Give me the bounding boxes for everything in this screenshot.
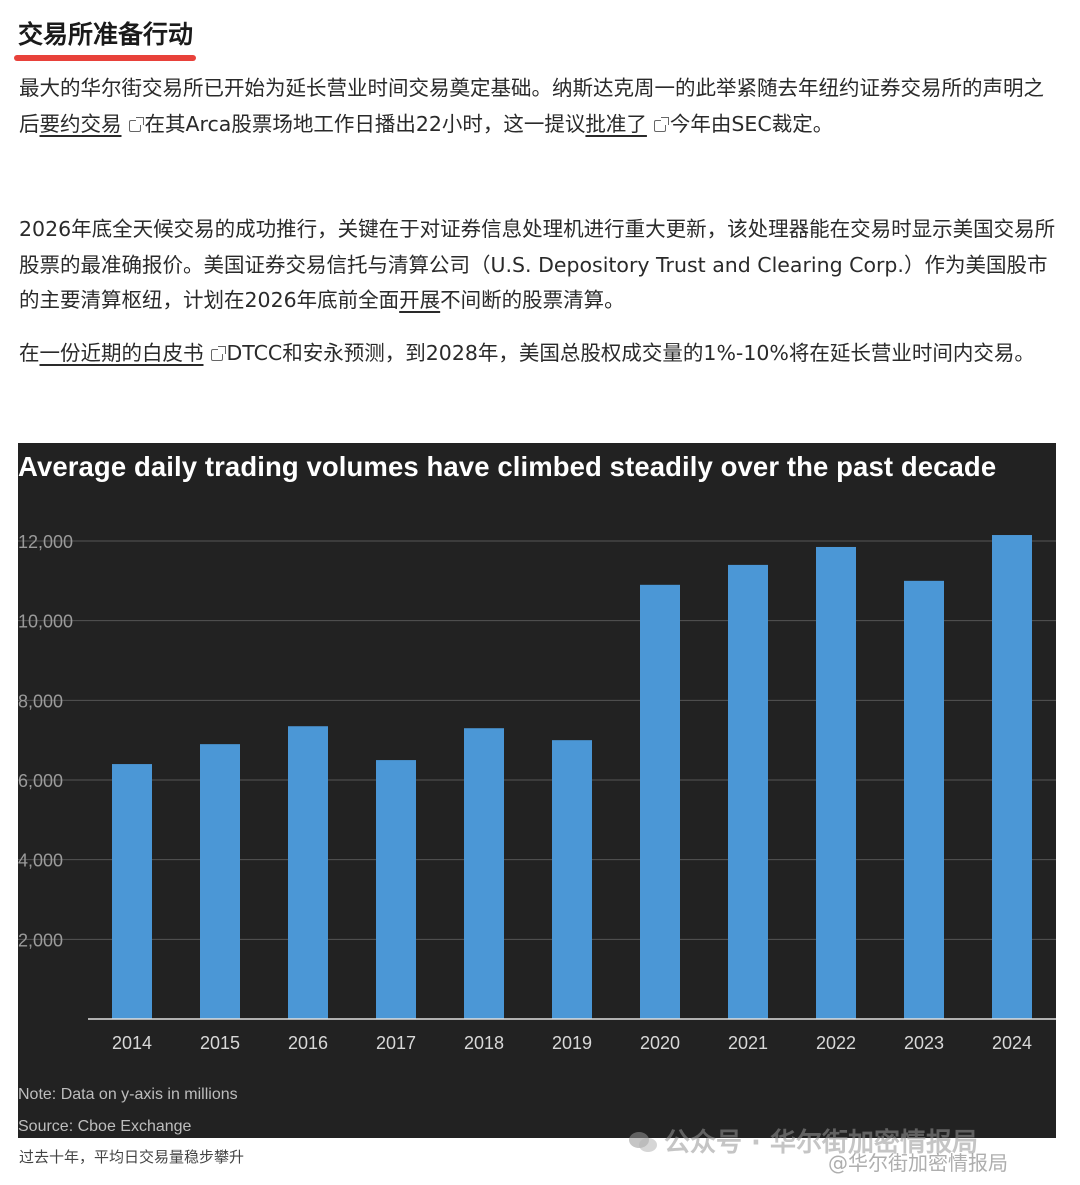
y-tick-label: 4,000	[18, 851, 63, 871]
p1-text-1: 最大的华尔街交易所已开始为延长营业时间交易奠定基础。纳斯达克周一的此举紧随去年纽…	[19, 76, 1044, 136]
p2-text-1: 2026年底全天候交易的成功推行，关键在于对证券信息处理机进行重大更新，该处理器…	[19, 217, 1056, 312]
heading-underline	[14, 55, 196, 61]
p2-text-2: 不间断的股票清算。	[440, 288, 625, 312]
paragraph-3: 在一份近期的白皮书 DTCC和安永预测，到2028年，美国总股权成交量的1%-10…	[19, 336, 1059, 372]
external-link-icon	[210, 346, 226, 361]
y-tick-label: 8,000	[18, 691, 63, 711]
x-tick-label: 2022	[816, 1033, 856, 1053]
p3-text-2: DTCC和安永预测，到2028年，美国总股权成交量的1%-10%将在延长营业时间…	[226, 341, 1035, 365]
link-approved[interactable]: 批准了	[585, 111, 647, 136]
chart-panel: 2,000 4,000 6,000 8,000 10,000 12,000 2014 2015…	[18, 443, 1056, 1138]
link-launch[interactable]: 开展	[399, 288, 441, 312]
chart-note: Note: Data on y-axis in millions	[18, 1086, 238, 1103]
wechat-icon	[628, 1130, 658, 1152]
bar	[640, 584, 680, 1019]
x-tick-label: 2015	[200, 1033, 240, 1053]
x-tick-label: 2024	[992, 1033, 1032, 1053]
paragraph-1: 最大的华尔街交易所已开始为延长营业时间交易奠定基础。纳斯达克周一的此举紧随去年纽…	[19, 71, 1059, 142]
x-tick-label: 2019	[552, 1033, 592, 1053]
bar	[288, 726, 328, 1019]
y-tick-label: 12,000	[18, 532, 73, 552]
bar	[112, 764, 152, 1019]
p1-text-2: 在其Arca股票场地工作日播出22小时，这一提议	[144, 111, 586, 136]
external-link-icon	[128, 116, 144, 132]
p1-text-3: 今年由SEC裁定。	[669, 111, 834, 136]
chart-title: Average daily trading volumes have climb…	[18, 451, 997, 482]
y-tick-label: 2,000	[18, 930, 63, 950]
watermark: 公众号 · 华尔街加密情报局	[628, 1122, 978, 1159]
bar	[816, 546, 856, 1019]
bar	[904, 580, 944, 1019]
paragraph-2: 2026年底全天候交易的成功推行，关键在于对证券信息处理机进行重大更新，该处理器…	[19, 212, 1059, 319]
x-tick-label: 2017	[376, 1033, 416, 1053]
chart-source: Source: Cboe Exchange	[18, 1118, 192, 1135]
x-tick-label: 2018	[464, 1033, 504, 1053]
bar	[728, 564, 768, 1019]
bar	[376, 760, 416, 1019]
x-tick-label: 2021	[728, 1033, 768, 1053]
bar-chart: 2,000 4,000 6,000 8,000 10,000 12,000 2014 2015…	[18, 532, 1056, 1053]
bar	[992, 535, 1032, 1019]
section-heading: 交易所准备行动	[18, 20, 194, 49]
external-link-icon	[653, 116, 669, 132]
watermark-secondary: @华尔街加密情报局	[828, 1151, 1008, 1175]
bar	[552, 740, 592, 1019]
y-tick-label: 6,000	[18, 771, 63, 791]
watermark-text: 公众号 · 华尔街加密情报局	[664, 1128, 978, 1158]
x-tick-label: 2016	[288, 1033, 328, 1053]
y-tick-label: 10,000	[18, 612, 73, 632]
image-caption: 过去十年，平均日交易量稳步攀升	[19, 1148, 245, 1166]
bar	[464, 728, 504, 1019]
x-tick-label: 2020	[640, 1033, 680, 1053]
link-offer-trading[interactable]: 要约交易	[39, 111, 122, 136]
p3-text-1: 在	[19, 341, 40, 365]
x-tick-label: 2014	[112, 1033, 152, 1053]
link-whitepaper[interactable]: 一份近期的白皮书	[39, 341, 204, 365]
x-tick-label: 2023	[904, 1033, 944, 1053]
bar	[200, 744, 240, 1019]
